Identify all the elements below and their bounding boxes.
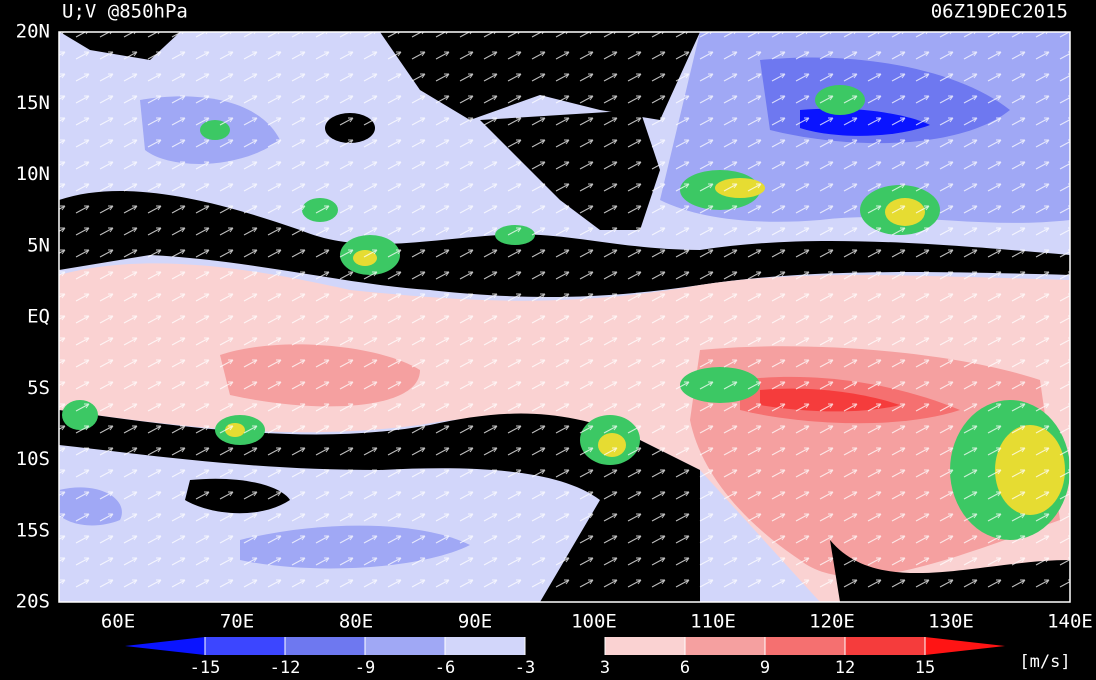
lon-label: 80E	[339, 611, 373, 633]
lon-axis: 60E 70E 80E 90E 100E 110E 120E 130E 140E	[101, 611, 1093, 633]
map-frame	[58, 31, 1071, 603]
wind-map	[59, 32, 1070, 602]
colorbar: -15 -12 -9 -6 -3 3 6 9 12 15	[125, 637, 1005, 678]
lon-label: 140E	[1047, 611, 1093, 633]
colorbar-block	[765, 637, 845, 655]
colorbar-block	[445, 637, 525, 655]
lat-label: 10N	[16, 163, 50, 185]
colorbar-label: -6	[435, 658, 455, 678]
colorbar-arrow	[125, 637, 205, 655]
valid-time: 06Z19DEC2015	[931, 1, 1068, 23]
colorbar-label: 9	[760, 658, 770, 678]
colorbar-block	[285, 637, 365, 655]
lon-label: 90E	[458, 611, 492, 633]
colorbar-label: 15	[915, 658, 935, 678]
title: U;V @850hPa	[62, 1, 188, 23]
colorbar-label: -3	[515, 658, 535, 678]
colorbar-label: -9	[355, 658, 375, 678]
colorbar-label: 12	[835, 658, 855, 678]
lon-label: 70E	[220, 611, 254, 633]
colorbar-block	[365, 637, 445, 655]
colorbar-label: -15	[190, 658, 221, 678]
colorbar-label: 3	[600, 658, 610, 678]
lat-label: 20S	[16, 591, 50, 613]
colorbar-block	[845, 637, 925, 655]
lon-label: 60E	[101, 611, 135, 633]
lat-label: 20N	[16, 21, 50, 43]
lon-label: 100E	[571, 611, 617, 633]
colorbar-arrow	[925, 637, 1005, 655]
colorbar-block	[685, 637, 765, 655]
lat-label: 5S	[27, 377, 50, 399]
lat-label: 5N	[27, 234, 50, 256]
colorbar-label: 6	[680, 658, 690, 678]
colorbar-block	[525, 637, 605, 655]
colorbar-block	[605, 637, 685, 655]
lat-label: 10S	[16, 448, 50, 470]
lon-label: 120E	[809, 611, 855, 633]
colorbar-block	[205, 637, 285, 655]
colorbar-unit: [m/s]	[1019, 652, 1070, 672]
lon-label: 110E	[690, 611, 736, 633]
lat-axis: 20N 15N 10N 5N EQ 5S 10S 15S 20S	[16, 21, 50, 613]
lat-label: EQ	[27, 306, 50, 328]
colorbar-label: -12	[270, 658, 301, 678]
lat-label: 15N	[16, 92, 50, 114]
lat-label: 15S	[16, 519, 50, 541]
lon-label: 130E	[928, 611, 974, 633]
